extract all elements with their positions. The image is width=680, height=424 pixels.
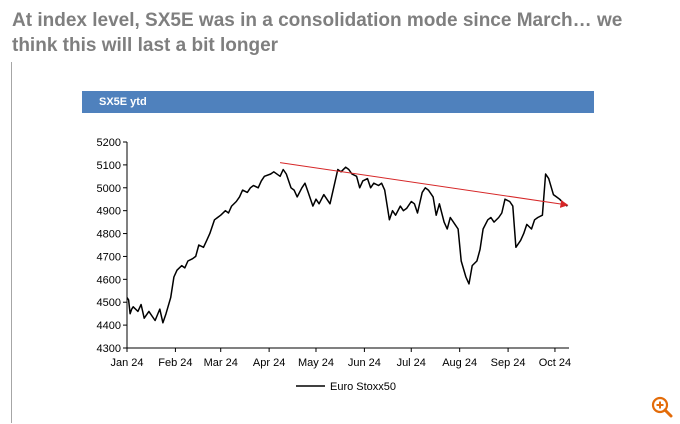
y-tick-label: 4800 (97, 229, 121, 241)
chart-title-banner: SX5E ytd (82, 91, 594, 113)
left-divider (11, 62, 12, 423)
y-tick-label: 4300 (97, 343, 121, 355)
x-tick-label: Mar 24 (204, 357, 238, 369)
y-tick-label: 4400 (97, 320, 121, 332)
y-tick-label: 5100 (97, 160, 121, 172)
zoom-in-button[interactable] (650, 395, 674, 419)
x-tick-label: Oct 24 (539, 357, 571, 369)
x-tick-label: Sep 24 (491, 357, 526, 369)
trend-arrow (279, 162, 569, 208)
x-tick-label: Aug 24 (442, 357, 477, 369)
page-headline: At index level, SX5E was in a consolidat… (12, 10, 623, 56)
y-tick-label: 4900 (97, 206, 121, 218)
x-tick-label: Feb 24 (158, 357, 192, 369)
y-tick-label: 4700 (97, 251, 121, 263)
zoom-in-icon (651, 396, 673, 418)
x-tick-label: Jul 24 (397, 357, 426, 369)
y-tick-label: 4600 (97, 274, 121, 286)
x-tick-label: Apr 24 (253, 357, 285, 369)
x-tick-label: May 24 (298, 357, 334, 369)
y-tick-label: 5200 (97, 137, 121, 149)
y-tick-label: 5000 (97, 183, 121, 195)
y-tick-label: 4500 (97, 297, 121, 309)
x-tick-label: Jan 24 (110, 357, 143, 369)
legend-label: Euro Stoxx50 (330, 381, 396, 393)
x-tick-label: Jun 24 (348, 357, 381, 369)
series-line-euro-stoxx50 (126, 166, 568, 324)
